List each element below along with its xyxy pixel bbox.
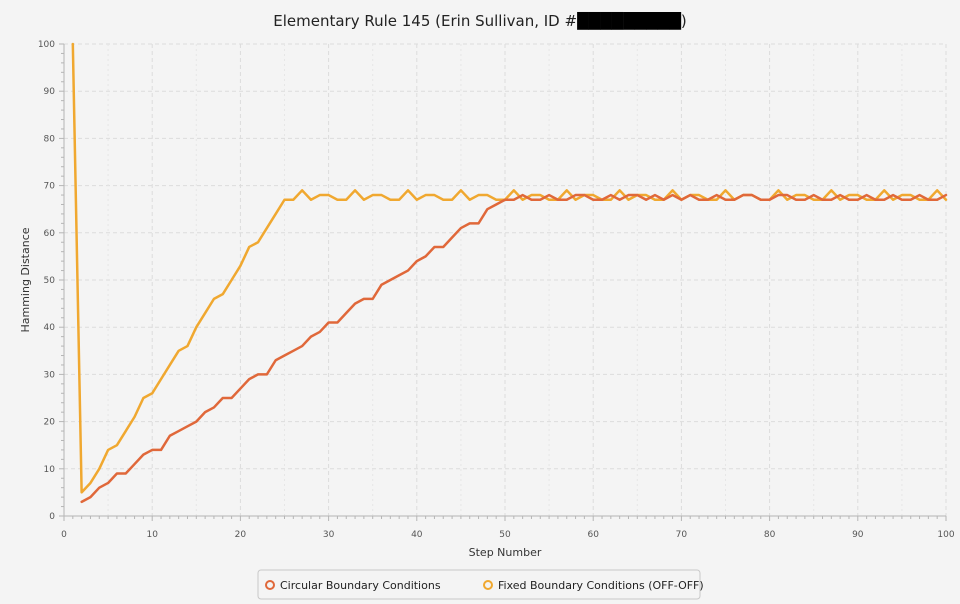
chart-title-prefix: Elementary Rule 145 (Erin Sullivan, ID # (273, 12, 577, 30)
x-tick-label: 30 (323, 530, 335, 540)
x-tick-label: 100 (937, 530, 954, 540)
x-tick-label: 80 (764, 530, 776, 540)
y-tick-label: 60 (44, 229, 56, 239)
series-line-fixed (71, 42, 948, 494)
y-tick-label: 80 (44, 134, 56, 144)
x-axis-label: Step Number (469, 546, 542, 559)
legend: Circular Boundary Conditions Fixed Bound… (257, 569, 704, 600)
y-tick-label: 100 (38, 40, 55, 50)
y-tick-label: 10 (44, 465, 56, 475)
x-tick-label: 60 (587, 530, 599, 540)
x-tick-label: 70 (676, 530, 688, 540)
legend-marker-fixed (483, 580, 493, 590)
x-tick-label: 0 (61, 530, 67, 540)
x-tick-label: 20 (235, 530, 247, 540)
legend-box (257, 569, 701, 600)
y-tick-label: 50 (44, 276, 56, 286)
y-tick-label: 30 (44, 370, 56, 380)
y-tick-label: 0 (49, 512, 55, 522)
legend-label-fixed: Fixed Boundary Conditions (OFF-OFF) (498, 579, 704, 592)
axes (59, 43, 947, 521)
chart-title: Elementary Rule 145 (Erin Sullivan, ID #… (273, 11, 687, 30)
y-tick-label: 20 (44, 418, 56, 428)
y-axis-label: Hamming Distance (19, 227, 32, 332)
x-tick-label: 90 (852, 530, 864, 540)
legend-marker-circular (265, 580, 275, 590)
chart-title-suffix: ) (681, 12, 687, 30)
redacted-id-block: █████████ (576, 11, 681, 30)
y-tick-label: 70 (44, 182, 56, 192)
tick-labels: 0 10 20 30 40 50 60 70 80 90 100 0 10 20 30 40 50 60 70 80 9… (38, 40, 955, 540)
grid-lines (64, 43, 947, 516)
legend-label-circular: Circular Boundary Conditions (280, 579, 441, 592)
x-tick-label: 50 (499, 530, 511, 540)
y-tick-label: 90 (44, 87, 56, 97)
series-lines (71, 42, 948, 504)
series-line-circular (80, 193, 948, 504)
y-tick-label: 40 (44, 323, 56, 333)
x-tick-label: 40 (411, 530, 423, 540)
x-tick-label: 10 (146, 530, 158, 540)
